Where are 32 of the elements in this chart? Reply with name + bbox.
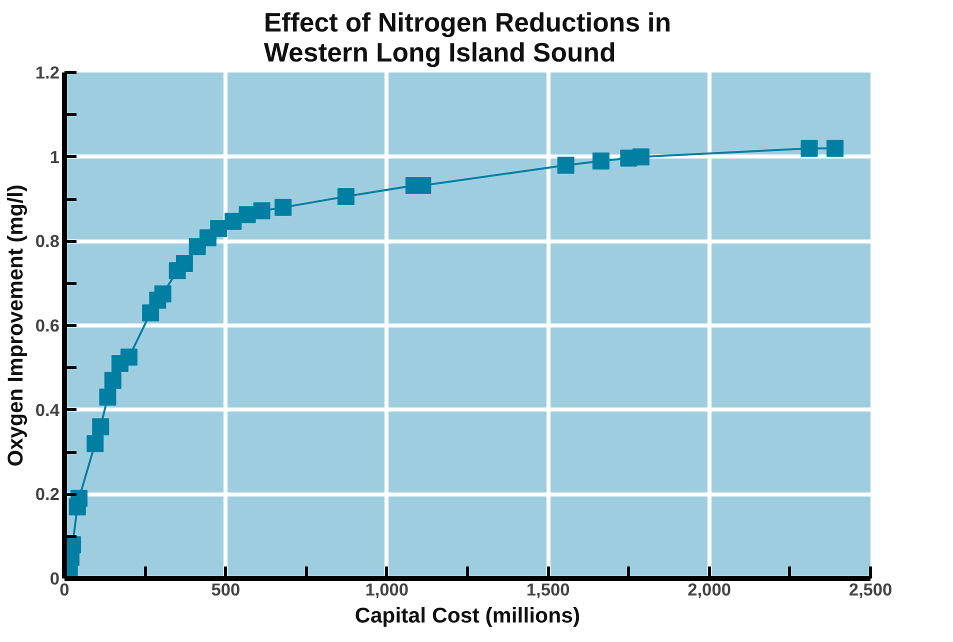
point <box>210 220 228 238</box>
point <box>120 348 138 366</box>
y-tick-label: 0.4 <box>35 400 60 420</box>
x-tick-label: 1,000 <box>365 580 409 600</box>
point <box>826 140 844 157</box>
point <box>86 435 104 452</box>
x-axis-title: Capital Cost (millions) <box>354 604 580 628</box>
point <box>592 152 610 170</box>
y-tick-label: 1 <box>50 146 60 167</box>
x-tick-label: 1,500 <box>526 580 570 600</box>
point <box>92 418 110 436</box>
point <box>154 285 172 302</box>
y-tick-label: 0.6 <box>35 316 60 336</box>
point <box>632 148 650 166</box>
point <box>176 255 193 272</box>
y-tick-label: 0.2 <box>35 484 60 504</box>
x-tick-label: 500 <box>211 580 240 600</box>
y-tick-label: 0.8 <box>35 231 60 252</box>
chart-title: Effect of Nitrogen Reductions in Western Long Island Sound <box>264 8 672 68</box>
point <box>557 156 574 174</box>
point <box>274 198 292 216</box>
x-tick-label: 2,500 <box>848 580 892 600</box>
point <box>337 188 354 205</box>
y-axis-title: Oxygen Improvement (mg/l) <box>3 184 28 467</box>
y-tick-label: 1.2 <box>35 62 60 82</box>
point <box>253 202 270 220</box>
point <box>70 490 88 507</box>
point <box>99 388 116 406</box>
point <box>224 212 242 230</box>
point <box>104 372 122 389</box>
point <box>800 140 818 157</box>
x-tick-label: 2,000 <box>688 580 731 600</box>
